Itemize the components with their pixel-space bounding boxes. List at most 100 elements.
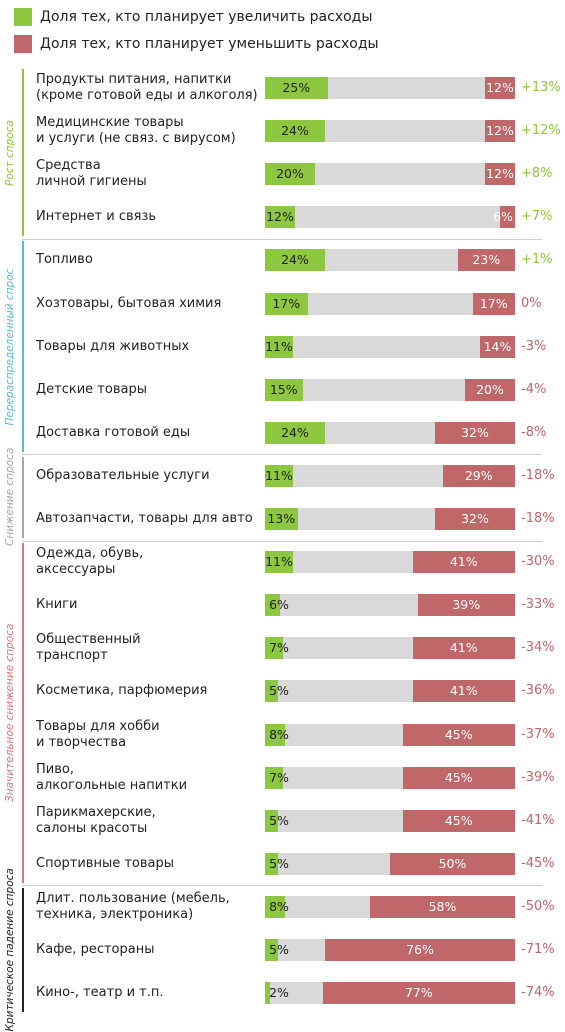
increase-bar: [265, 852, 278, 875]
increase-bar: [265, 335, 293, 358]
increase-label: 5%: [269, 942, 289, 957]
net-label: +1%: [521, 252, 553, 268]
decrease-bar: [500, 206, 515, 229]
decrease-label: 32%: [461, 511, 489, 526]
increase-bar: [265, 206, 295, 229]
bar-track: [265, 77, 515, 99]
increase-label: 15%: [269, 381, 298, 397]
increase-label: 11%: [265, 338, 293, 354]
net-label: -71%: [521, 942, 555, 957]
category-label: Спортивные товары: [36, 855, 175, 871]
decrease-bar: [435, 508, 515, 530]
net-label: -18%: [521, 511, 555, 526]
decrease-label: 45%: [444, 726, 473, 742]
decrease-label: 45%: [444, 769, 473, 785]
category-label: Детские товары: [36, 381, 147, 397]
decrease-bar: [325, 939, 515, 961]
net-label: -50%: [521, 898, 555, 914]
increase-label: 13%: [267, 511, 296, 526]
decrease-label: 17%: [479, 295, 508, 311]
net-label: -37%: [521, 726, 555, 742]
increase-label: 24%: [281, 424, 309, 440]
increase-label: 8%: [269, 898, 289, 914]
increase-label: 5%: [269, 855, 289, 871]
decrease-label: 12%: [486, 80, 514, 95]
increase-bar: [265, 594, 280, 617]
increase-label: 7%: [269, 640, 289, 656]
net-label: +13%: [521, 80, 561, 95]
increase-bar: [265, 421, 325, 444]
net-label: -41%: [521, 812, 555, 828]
increase-label: 7%: [269, 769, 289, 785]
decrease-bar: [472, 292, 515, 315]
decrease-bar: [442, 464, 515, 487]
bar-track: [265, 292, 515, 315]
increase-bar: [265, 895, 285, 918]
increase-label: 6%: [269, 597, 289, 613]
group-line: [22, 543, 24, 883]
category-label: Кафе, рестораны: [36, 942, 155, 957]
group-divider: [22, 454, 542, 456]
net-label: -45%: [521, 855, 555, 871]
decrease-bar: [457, 249, 515, 272]
decrease-label: 14%: [483, 338, 512, 354]
increase-bar: [265, 809, 278, 832]
increase-label: 11%: [265, 554, 293, 570]
category-label: Товары для животных: [36, 338, 190, 354]
category-label: Пиво, алкогольные напитки: [36, 761, 188, 793]
bar-track: [265, 120, 515, 143]
bar-track: [265, 249, 515, 272]
net-label: 0%: [521, 295, 542, 311]
category-label: Общественный транспорт: [36, 632, 141, 664]
increase-label: 8%: [269, 726, 289, 742]
decrease-bar: [480, 335, 515, 358]
decrease-label: 45%: [444, 812, 473, 828]
increase-label: 20%: [276, 166, 304, 182]
decrease-label: 23%: [472, 252, 501, 268]
net-label: +7%: [521, 209, 553, 225]
decrease-label: 58%: [428, 898, 457, 914]
decrease-label: 39%: [452, 597, 481, 613]
decrease-label: 20%: [476, 381, 504, 397]
net-label: -8%: [521, 424, 547, 440]
category-label: Доставка готовой еды: [36, 424, 191, 440]
decrease-bar: [390, 852, 515, 875]
increase-bar: [265, 680, 278, 703]
decrease-bar: [402, 723, 515, 746]
category-label: Топливо: [36, 252, 93, 268]
group-line: [22, 887, 24, 1013]
increase-bar: [265, 77, 328, 99]
net-label: -18%: [521, 467, 555, 483]
increase-bar: [265, 163, 315, 186]
category-label: Книги: [36, 597, 78, 613]
decrease-label: 41%: [449, 554, 478, 570]
decrease-label: 12%: [486, 166, 514, 182]
decrease-label: 29%: [464, 467, 493, 483]
decrease-label: 77%: [404, 985, 433, 1001]
category-label: Продукты питания, напитки (кроме готовой…: [36, 72, 258, 103]
decrease-bar: [402, 809, 515, 832]
bar-track: [265, 335, 515, 358]
increase-label: 24%: [281, 252, 309, 268]
decrease-label: 12%: [486, 123, 514, 139]
group-line: [22, 241, 24, 452]
increase-bar: [265, 120, 325, 143]
group-divider: [22, 540, 542, 542]
increase-label: 12%: [266, 209, 294, 225]
decrease-bar: [412, 637, 515, 660]
increase-bar: [265, 508, 298, 530]
bar-track: [265, 378, 515, 401]
decrease-bar: [485, 77, 515, 99]
group-divider: [22, 238, 542, 240]
net-label: -74%: [521, 985, 555, 1001]
legend-swatch: [14, 35, 32, 53]
increase-label: 5%: [269, 812, 289, 828]
increase-label: 2%: [269, 985, 289, 1001]
decrease-label: 76%: [406, 942, 434, 957]
bar-track: [265, 163, 515, 186]
increase-bar: [265, 766, 283, 789]
category-label: Кино-, театр и т.п.: [36, 985, 164, 1001]
bar-track: [265, 206, 515, 229]
increase-bar: [265, 551, 293, 574]
